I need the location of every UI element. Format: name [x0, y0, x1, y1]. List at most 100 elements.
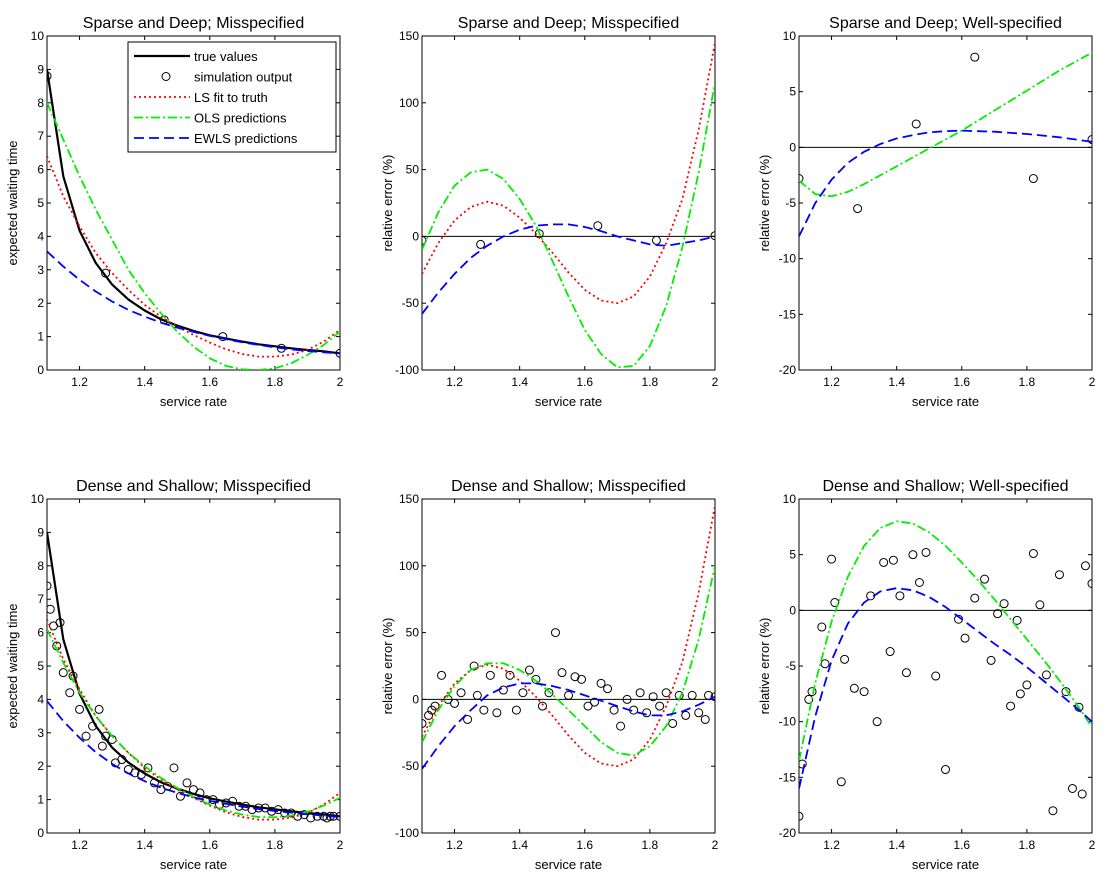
- y-tick-label: 8: [37, 559, 44, 573]
- chart-title: Dense and Shallow; Well-specified: [822, 478, 1068, 495]
- legend-entry-label: OLS predictions: [194, 111, 287, 126]
- axes-box: [421, 35, 716, 371]
- chart-title: Sparse and Deep; Misspecified: [83, 15, 304, 32]
- x-tick-label: 1.8: [1019, 838, 1036, 852]
- simulation-output-marker: [921, 547, 931, 557]
- y-tick-label: 1: [37, 330, 44, 344]
- plot-area: [422, 505, 715, 770]
- x-tick-label: 1.4: [888, 375, 905, 389]
- simulation-output-marker: [1035, 600, 1045, 610]
- simulation-output-marker: [970, 52, 980, 62]
- simulation-output-marker: [485, 670, 495, 680]
- plot-area: [422, 42, 715, 369]
- simulation-output-marker: [437, 670, 447, 680]
- y-tick-label: 0: [789, 140, 796, 154]
- simulation-output-marker: [840, 654, 850, 664]
- simulation-output-marker: [799, 811, 804, 821]
- simulation-output-marker: [55, 618, 65, 628]
- simulation-output-marker: [518, 688, 528, 698]
- y-axis-label: relative error (%): [380, 618, 395, 715]
- simulation-output-marker: [885, 647, 895, 657]
- y-tick-label: 0: [789, 603, 796, 617]
- series-line-ols-predictions: [47, 102, 340, 370]
- x-axis-label: service rate: [912, 857, 979, 872]
- simulation-output-marker: [635, 688, 645, 698]
- simulation-output-marker: [901, 668, 911, 678]
- simulation-output-marker: [616, 721, 626, 731]
- simulation-output-marker: [609, 705, 619, 715]
- simulation-output-marker: [1022, 680, 1032, 690]
- x-axis-label: service rate: [160, 857, 227, 872]
- x-tick-label: 1.6: [576, 375, 593, 389]
- simulation-output-marker: [1067, 783, 1077, 793]
- simulation-output-marker: [879, 557, 889, 567]
- y-tick-label: 7: [37, 129, 44, 143]
- simulation-output-marker: [463, 714, 473, 724]
- chart-title: Dense and Shallow; Misspecified: [451, 478, 686, 495]
- x-tick-label: 1.6: [953, 375, 970, 389]
- simulation-output-marker: [58, 668, 68, 678]
- simulation-output-marker: [1006, 701, 1016, 711]
- simulation-output-marker: [469, 661, 479, 671]
- legend-entry-label: LS fit to truth: [194, 90, 268, 105]
- simulation-output-marker: [960, 633, 970, 643]
- simulation-output-marker: [1087, 135, 1092, 145]
- y-tick-label: 5: [789, 548, 796, 562]
- x-tick-label: 1.2: [71, 838, 88, 852]
- simulation-output-marker: [424, 710, 434, 720]
- y-tick-label: 5: [37, 659, 44, 673]
- x-tick-label: 2: [712, 375, 719, 389]
- chart-panel: Sparse and Deep; Misspecified service rat…: [380, 15, 719, 409]
- simulation-output-marker: [970, 593, 980, 603]
- x-tick-label: 1.8: [642, 838, 659, 852]
- x-tick-label: 1.4: [136, 838, 153, 852]
- simulation-output-marker: [687, 690, 697, 700]
- simulation-output-marker: [422, 235, 427, 245]
- legend-box: [127, 41, 337, 153]
- simulation-output-marker: [1080, 561, 1090, 571]
- legend-entry-label: simulation output: [194, 70, 293, 85]
- series-line-ols-predictions: [422, 565, 715, 757]
- y-tick-label: 0: [412, 229, 419, 243]
- simulation-output-marker: [97, 741, 107, 751]
- y-axis-label: relative error (%): [380, 155, 395, 252]
- y-tick-label: 150: [399, 492, 419, 506]
- simulation-output-marker: [221, 798, 231, 808]
- simulation-output-marker: [169, 763, 179, 773]
- y-tick-label: -10: [779, 715, 797, 729]
- chart-panel: Sparse and Deep; Well-specified service r…: [757, 15, 1096, 409]
- series-line-ewls-predictions: [422, 682, 715, 770]
- chart-panel: Dense and Shallow; Well-specified service…: [757, 478, 1096, 872]
- simulation-output-marker: [564, 690, 573, 700]
- x-tick-label: 1.6: [201, 838, 218, 852]
- series-line-ewls-predictions: [47, 700, 340, 818]
- simulation-output-marker: [47, 71, 52, 81]
- x-tick-label: 1.4: [511, 838, 528, 852]
- x-tick-label: 1.2: [823, 838, 840, 852]
- simulation-output-marker: [911, 119, 921, 129]
- plot-area: [47, 532, 340, 823]
- simulation-output-marker: [511, 705, 521, 715]
- y-tick-label: 150: [399, 29, 419, 43]
- simulation-output-marker: [655, 701, 665, 711]
- simulation-output-marker: [993, 609, 1003, 619]
- simulation-output-marker: [648, 692, 658, 702]
- x-tick-label: 1.8: [642, 375, 659, 389]
- y-tick-label: 7: [37, 592, 44, 606]
- simulation-output-marker: [1041, 670, 1051, 680]
- y-tick-label: 8: [37, 96, 44, 110]
- simulation-output-marker: [472, 690, 482, 700]
- y-tick-label: -15: [779, 770, 797, 784]
- x-tick-label: 1.8: [1019, 375, 1036, 389]
- simulation-output-marker: [583, 701, 593, 711]
- simulation-output-marker: [859, 687, 869, 697]
- simulation-output-marker: [450, 698, 460, 708]
- y-tick-label: 6: [37, 163, 44, 177]
- simulation-output-marker: [999, 599, 1009, 609]
- simulation-output-marker: [710, 231, 715, 241]
- x-tick-label: 2: [337, 838, 344, 852]
- simulation-output-marker: [1015, 689, 1025, 699]
- simulation-output-marker: [941, 765, 950, 775]
- y-tick-label: -100: [395, 826, 419, 840]
- axes-box: [798, 35, 1093, 371]
